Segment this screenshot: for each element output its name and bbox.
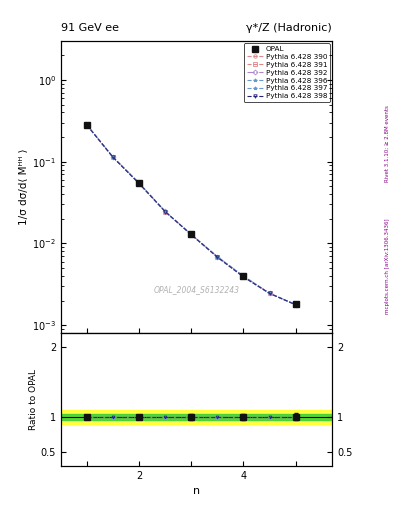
Text: mcplots.cern.ch [arXiv:1306.3436]: mcplots.cern.ch [arXiv:1306.3436]	[385, 219, 389, 314]
Y-axis label: 1/σ dσ/d⟨ Mᴴᴴ ⟩: 1/σ dσ/d⟨ Mᴴᴴ ⟩	[19, 149, 29, 225]
X-axis label: n: n	[193, 486, 200, 496]
Text: Rivet 3.1.10; ≥ 2.8M events: Rivet 3.1.10; ≥ 2.8M events	[385, 105, 389, 182]
Y-axis label: Ratio to OPAL: Ratio to OPAL	[29, 369, 38, 430]
Legend: OPAL, Pythia 6.428 390, Pythia 6.428 391, Pythia 6.428 392, Pythia 6.428 396, Py: OPAL, Pythia 6.428 390, Pythia 6.428 391…	[244, 43, 330, 102]
Text: γ*/Z (Hadronic): γ*/Z (Hadronic)	[246, 23, 332, 33]
Text: OPAL_2004_S6132243: OPAL_2004_S6132243	[154, 285, 239, 294]
Text: 91 GeV ee: 91 GeV ee	[61, 23, 119, 33]
